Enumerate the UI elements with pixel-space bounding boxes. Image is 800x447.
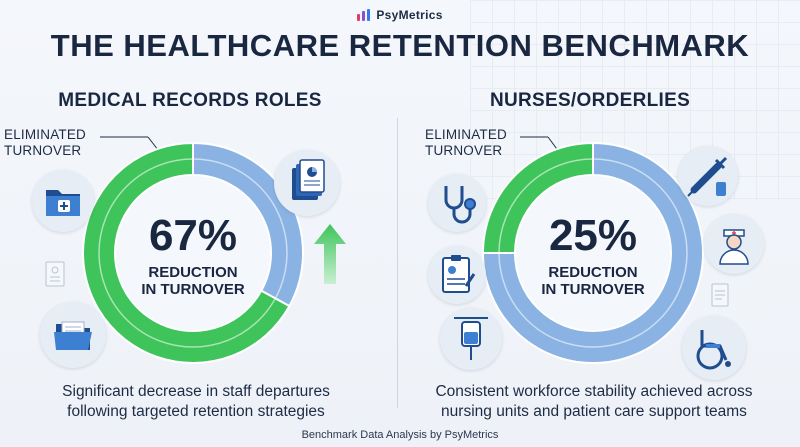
donut-ring-highlight xyxy=(498,158,688,348)
wheelchair-icon xyxy=(682,316,746,380)
callout-line-2: TURNOVER xyxy=(4,143,82,158)
panel-title: NURSES/ORDERLIES xyxy=(489,90,691,111)
donut-svg xyxy=(481,141,704,364)
nurse-icon xyxy=(704,214,764,274)
caption-line-2: nursing units and patient care support t… xyxy=(441,403,747,420)
percent-label: REDUCTION IN TURNOVER xyxy=(133,264,253,298)
brand-logo-icon xyxy=(357,9,371,21)
caption-line-2: following targeted retention strategies xyxy=(67,403,325,420)
document-stack-icon xyxy=(274,150,340,216)
slice-eliminated xyxy=(82,141,291,364)
clipboard-icon xyxy=(428,246,486,304)
panel-title: MEDICAL RECORDS ROLES xyxy=(58,90,322,111)
percent-label-line-2: IN TURNOVER xyxy=(541,281,645,298)
percent-value: 25% xyxy=(548,211,638,260)
callout-line-1: ELIMINATED xyxy=(4,127,87,142)
page-title: THE HEALTHCARE RETENTION BENCHMARK xyxy=(50,28,750,63)
percent-value: 67% xyxy=(148,211,238,260)
panel-divider xyxy=(397,118,398,408)
donut-hole xyxy=(516,176,670,330)
syringe-icon xyxy=(678,146,738,206)
iv-bag-icon xyxy=(440,308,502,370)
callout-line-2: TURNOVER xyxy=(425,143,503,158)
percent-label-line-2: IN TURNOVER xyxy=(141,281,245,298)
caption-line-1: Consistent workforce stability achieved … xyxy=(435,383,753,400)
slice-remaining xyxy=(481,141,704,364)
percent-label-line-1: REDUCTION xyxy=(548,264,638,281)
donut-center: 67% REDUCTION IN TURNOVER xyxy=(80,140,306,366)
donut-chart: 25% REDUCTION IN TURNOVER xyxy=(480,140,706,366)
caption-line-1: Significant decrease in staff departures xyxy=(62,383,330,400)
donut-chart: 67% REDUCTION IN TURNOVER xyxy=(80,140,306,366)
donut-ring-highlight xyxy=(98,158,288,348)
panel-caption: Significant decrease in staff departures… xyxy=(0,382,396,422)
report-icon xyxy=(710,282,732,308)
folder-plus-icon xyxy=(32,170,94,232)
open-folder-icon xyxy=(40,302,106,368)
brand-name: PsyMetrics xyxy=(376,8,443,22)
callout-line-1: ELIMINATED xyxy=(425,127,508,142)
callout-label: ELIMINATED TURNOVER xyxy=(425,127,507,159)
up-arrow-icon xyxy=(312,222,348,286)
panel-medical-records: MEDICAL RECORDS ROLES ELIMINATED TURNOVE… xyxy=(0,90,400,420)
panel-nurses-orderlies: NURSES/ORDERLIES ELIMINATED TURNOVER 25%… xyxy=(400,90,800,420)
percent-label: REDUCTION IN TURNOVER xyxy=(533,264,653,298)
donut-hole xyxy=(116,176,270,330)
footer-credit: Benchmark Data Analysis by PsyMetrics xyxy=(301,429,499,441)
callout-label: ELIMINATED TURNOVER xyxy=(4,127,86,159)
brand-header: PsyMetrics xyxy=(0,8,800,22)
stethoscope-icon xyxy=(428,174,486,232)
report-icon xyxy=(44,260,68,288)
donut-center: 25% REDUCTION IN TURNOVER xyxy=(480,140,706,366)
percent-label-line-1: REDUCTION xyxy=(148,264,238,281)
panel-caption: Consistent workforce stability achieved … xyxy=(394,382,794,422)
